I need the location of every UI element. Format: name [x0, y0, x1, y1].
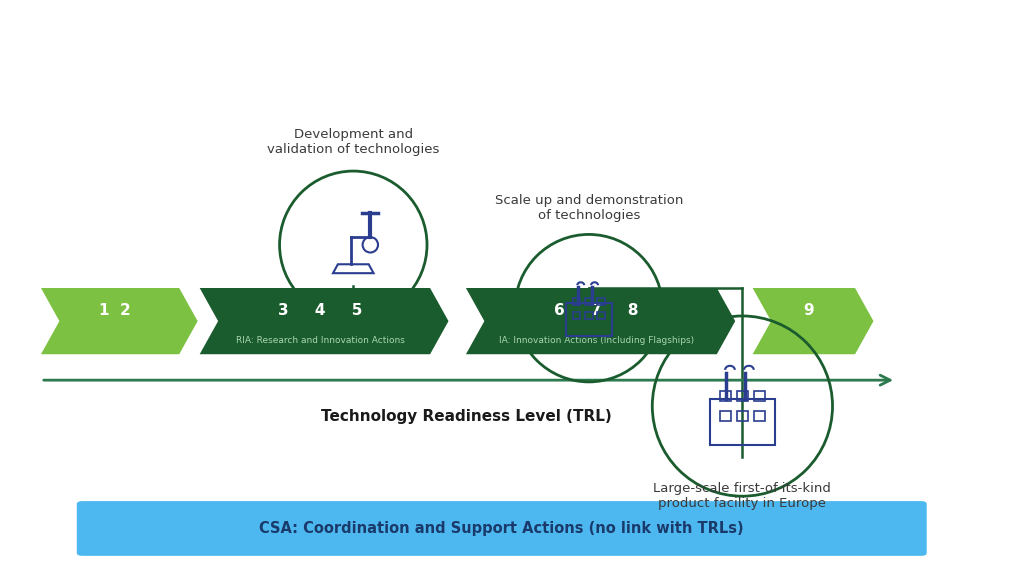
Text: Development and
validation of technologies: Development and validation of technologi… [267, 127, 439, 156]
Text: 6     7     8: 6 7 8 [554, 303, 639, 318]
Polygon shape [200, 288, 449, 354]
Text: IA: Innovation Actions (Including Flagships): IA: Innovation Actions (Including Flagsh… [499, 336, 694, 346]
Text: 9: 9 [804, 303, 814, 318]
FancyBboxPatch shape [77, 501, 927, 556]
Text: 1  2: 1 2 [99, 303, 131, 318]
Polygon shape [41, 288, 198, 354]
Text: CSA: Coordination and Support Actions (no link with TRLs): CSA: Coordination and Support Actions (n… [259, 521, 744, 536]
Text: 3     4     5: 3 4 5 [278, 303, 362, 318]
Text: Technology Readiness Level (TRL): Technology Readiness Level (TRL) [321, 409, 611, 424]
Polygon shape [753, 288, 873, 354]
Text: Large-scale first-of-its-kind
product facility in Europe: Large-scale first-of-its-kind product fa… [653, 482, 831, 510]
Text: Scale up and demonstration
of technologies: Scale up and demonstration of technologi… [495, 194, 683, 222]
Polygon shape [466, 288, 735, 354]
Text: RIA: Research and Innovation Actions: RIA: Research and Innovation Actions [236, 336, 404, 346]
